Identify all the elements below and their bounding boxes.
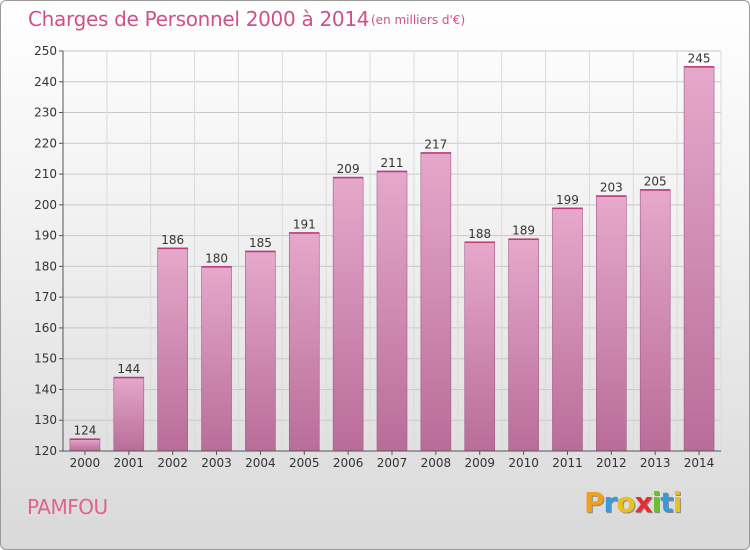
x-tick-label: 2014 [684,456,715,470]
data-label: 144 [117,362,140,376]
logo-letter: o [616,486,635,519]
x-tick-label: 2011 [552,456,583,470]
bar [376,170,408,452]
data-label: 180 [205,251,228,265]
x-tick-label: 2003 [201,456,232,470]
x-tick-label: 2006 [333,456,364,470]
x-tick-label: 2001 [114,456,145,470]
y-tick-label: 190 [34,229,57,243]
data-label: 199 [556,193,579,207]
bar [552,207,583,452]
bar [508,238,539,452]
data-label: 186 [161,233,184,247]
x-tick-label: 2013 [640,456,671,470]
bar [420,152,452,452]
bar [245,250,276,452]
data-label: 245 [688,51,711,65]
bar [639,189,671,452]
data-label: 211 [381,156,404,170]
data-label: 203 [600,181,623,195]
y-tick-label: 230 [34,106,57,120]
city-name: PAMFOU [27,495,108,519]
data-label: 217 [424,138,447,152]
data-label: 191 [293,218,316,232]
x-tick-label: 2009 [464,456,495,470]
x-tick-label: 2004 [245,456,276,470]
logo-letter: i [651,486,662,519]
x-tick-label: 2007 [377,456,408,470]
bar [288,232,320,452]
y-tick-label: 250 [34,44,57,58]
bar [157,247,188,452]
y-tick-label: 120 [34,444,57,458]
proxiti-logo: Proxiti [584,486,683,519]
bar [201,266,232,452]
data-label: 189 [512,224,535,238]
y-tick-label: 130 [34,413,57,427]
bar [464,241,496,452]
y-tick-label: 200 [34,198,57,212]
data-label: 205 [644,174,667,188]
y-tick-label: 180 [34,259,57,273]
y-tick-label: 150 [34,352,57,366]
y-tick-label: 170 [34,290,57,304]
chart-title: Charges de Personnel 2000 à 2014 [28,7,370,31]
bar [596,195,627,452]
bar [332,176,364,452]
bar [113,376,145,452]
y-tick-label: 220 [34,136,57,150]
y-tick-label: 210 [34,167,57,181]
data-label: 185 [249,236,272,250]
y-tick-label: 140 [34,382,57,396]
logo-letter: P [584,486,605,519]
y-tick-label: 160 [34,321,57,335]
chart-subtitle: (en milliers d'€) [371,13,466,27]
logo-letter: i [672,486,683,519]
x-tick-label: 2000 [70,456,101,470]
x-tick-label: 2010 [508,456,539,470]
y-tick-label: 240 [34,75,57,89]
x-tick-label: 2012 [596,456,627,470]
bar [683,66,715,452]
bar [69,438,101,452]
x-tick-label: 2002 [157,456,188,470]
data-label: 188 [468,227,491,241]
logo-letter: x [634,486,653,519]
x-tick-label: 2008 [421,456,452,470]
logo-letter: t [660,486,673,519]
data-label: 124 [73,424,96,438]
logo-letter: r [603,486,618,519]
x-tick-label: 2005 [289,456,320,470]
data-label: 209 [337,162,360,176]
